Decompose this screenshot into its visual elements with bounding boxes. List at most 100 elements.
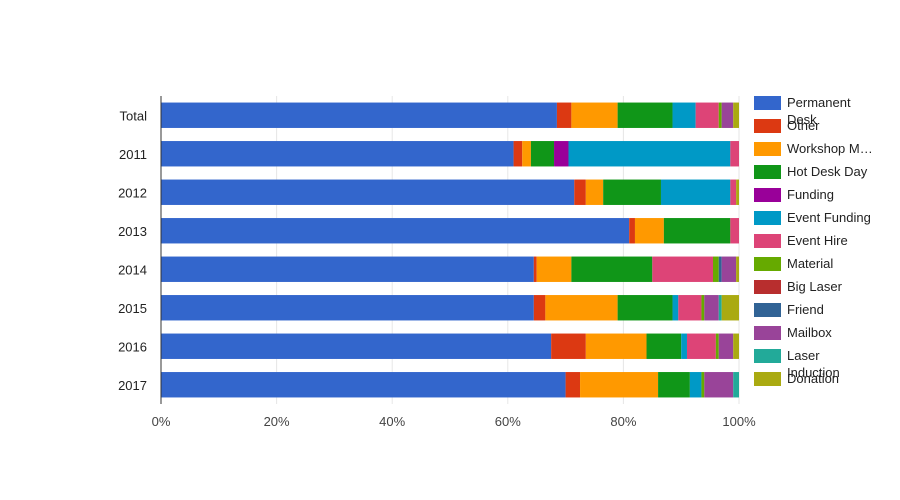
bar-segment — [533, 295, 546, 321]
legend-item: Other — [754, 118, 820, 133]
legend-swatch — [754, 188, 781, 202]
bar-segment — [718, 102, 722, 128]
bar-segment — [617, 295, 673, 321]
bar-segment — [565, 372, 581, 398]
bar-group — [161, 141, 739, 167]
bar-segment — [513, 141, 523, 167]
bar-segment — [733, 372, 739, 398]
bar-segment — [533, 256, 537, 282]
x-tick-label: 20% — [264, 414, 290, 429]
bar-segment — [161, 295, 534, 321]
legend-label: Event Hire — [787, 233, 848, 248]
bar-segment — [721, 295, 739, 321]
bar-segment — [701, 295, 705, 321]
bar-segment — [585, 179, 604, 205]
x-tick-label: 80% — [610, 414, 636, 429]
bar-segment — [603, 179, 661, 205]
legend-swatch — [754, 349, 781, 363]
bar-segment — [545, 295, 618, 321]
legend-item: Laser Induction — [754, 348, 840, 380]
bar-segment — [672, 295, 679, 321]
legend-item: Permanent Desk — [754, 95, 851, 127]
bar-group — [161, 256, 739, 282]
legend-item: Material — [754, 256, 833, 271]
bar-segment — [617, 102, 673, 128]
bar-segment — [551, 333, 586, 359]
legend-label: Donation — [787, 371, 839, 386]
bar-segment — [736, 179, 739, 205]
legend-label: Laser Induction — [787, 348, 840, 380]
bar-segment — [161, 141, 514, 167]
category-label: 2013 — [118, 224, 147, 239]
bar-segment — [530, 141, 555, 167]
legend-label: Hot Desk Day — [787, 164, 868, 179]
legend-label: Friend — [787, 302, 824, 317]
bar-segment — [585, 333, 647, 359]
legend-swatch — [754, 165, 781, 179]
bar-segment — [161, 102, 557, 128]
legend-label: Material — [787, 256, 833, 271]
bar-segment — [522, 141, 531, 167]
bar-segment — [718, 295, 722, 321]
legend-item: Event Funding — [754, 210, 871, 225]
bar-segment — [629, 218, 635, 244]
legend-swatch — [754, 280, 781, 294]
bar-group — [161, 372, 739, 398]
bar-segment — [568, 141, 731, 167]
legend-item: Mailbox — [754, 325, 832, 340]
category-label: 2015 — [118, 301, 147, 316]
bar-segment — [634, 218, 664, 244]
bar-group — [161, 218, 739, 244]
bar-segment — [161, 218, 630, 244]
legend-item: Funding — [754, 187, 834, 202]
legend-item: Big Laser — [754, 279, 843, 294]
legend-label: Funding — [787, 187, 834, 202]
legend-item: Friend — [754, 302, 824, 317]
legend-item: Donation — [754, 371, 839, 386]
bar-segment — [730, 141, 739, 167]
legend-swatch — [754, 119, 781, 133]
bar-group — [161, 179, 739, 205]
bar-segment — [571, 102, 618, 128]
bar-segment — [704, 295, 719, 321]
bars — [161, 102, 739, 398]
bar-segment — [554, 141, 569, 167]
bar-segment — [701, 372, 705, 398]
bar-segment — [733, 102, 739, 128]
legend-swatch — [754, 142, 781, 156]
legend-swatch — [754, 234, 781, 248]
bar-segment — [663, 218, 731, 244]
bar-segment — [704, 372, 734, 398]
bar-segment — [715, 333, 719, 359]
x-tick-label: 0% — [152, 414, 171, 429]
legend-label: Other — [787, 118, 820, 133]
bar-group — [161, 295, 739, 321]
bar-segment — [161, 179, 575, 205]
bar-segment — [718, 256, 722, 282]
legend-swatch — [754, 96, 781, 110]
legend-label: Big Laser — [787, 279, 843, 294]
bar-segment — [733, 333, 739, 359]
category-label: 2011 — [119, 147, 147, 162]
bar-segment — [556, 102, 572, 128]
legend-swatch — [754, 257, 781, 271]
bar-segment — [161, 256, 534, 282]
bar-segment — [730, 179, 737, 205]
x-tick-label: 40% — [379, 414, 405, 429]
category-label: 2016 — [118, 339, 147, 354]
bar-segment — [736, 256, 739, 282]
legend-swatch — [754, 372, 781, 386]
bar-segment — [646, 333, 682, 359]
x-tick-label: 60% — [495, 414, 521, 429]
legend-label: Mailbox — [787, 325, 832, 340]
bar-segment — [652, 256, 713, 282]
bar-segment — [695, 102, 719, 128]
bar-segment — [574, 179, 586, 205]
legend-item: Event Hire — [754, 233, 848, 248]
bar-segment — [571, 256, 653, 282]
bar-group — [161, 333, 739, 359]
bar-segment — [689, 372, 702, 398]
bar-segment — [580, 372, 659, 398]
